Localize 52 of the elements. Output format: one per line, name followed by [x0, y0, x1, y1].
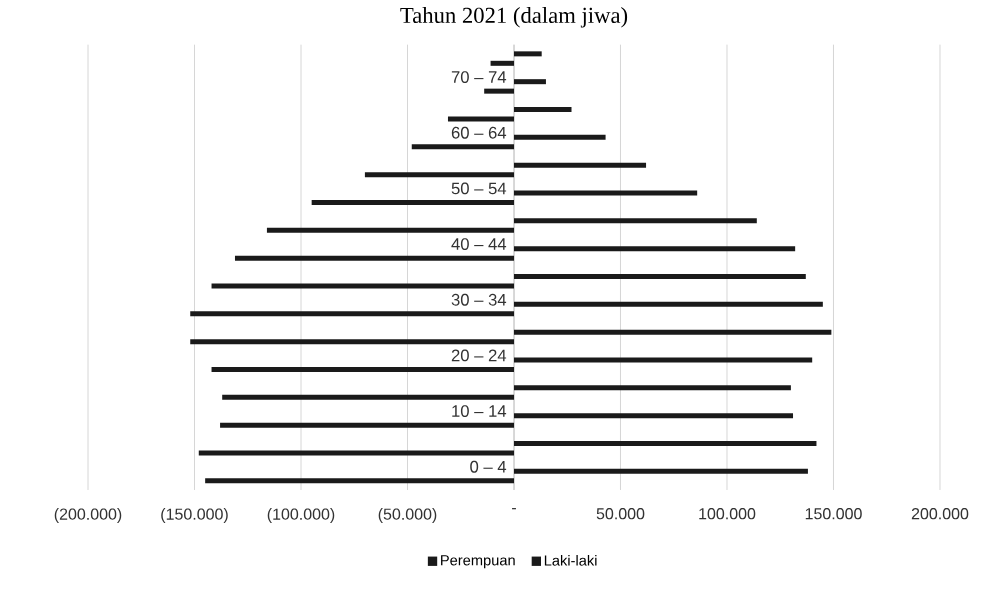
- bar: [266, 227, 514, 233]
- bar: [514, 274, 806, 280]
- y-tick-label: 50 – 54: [451, 182, 507, 195]
- bar: [514, 441, 817, 447]
- y-tick-label: 20 – 24: [451, 349, 507, 362]
- x-tick-label: (200.000): [54, 508, 122, 523]
- bar: [220, 422, 514, 428]
- x-tick-label: (150.000): [161, 508, 228, 523]
- x-tick-label: (50.000): [378, 508, 437, 523]
- chart-title: Tahun 2021 (dalam jiwa): [400, 7, 628, 28]
- x-tick-label: (100.000): [267, 508, 335, 523]
- bar: [211, 283, 514, 289]
- x-tick-label: 100.000: [699, 508, 756, 520]
- bar: [222, 394, 514, 400]
- bar: [211, 366, 514, 372]
- bar: [514, 134, 606, 140]
- bar: [514, 246, 796, 252]
- bar: [311, 199, 514, 205]
- bar: [190, 339, 514, 345]
- bar: [514, 301, 823, 307]
- bar: [484, 88, 514, 94]
- bar: [514, 107, 572, 113]
- bar: [514, 51, 542, 57]
- bar: [490, 60, 514, 66]
- bar: [364, 172, 514, 178]
- bar: [190, 311, 514, 317]
- x-tick-label: 150.000: [805, 508, 862, 520]
- y-tick-label: 40 – 44: [451, 238, 507, 250]
- bar: [514, 413, 794, 419]
- bar: [514, 385, 791, 391]
- legend-label: Perempuan: [441, 555, 515, 569]
- x-tick-label: 50.000: [596, 508, 645, 520]
- bar: [514, 468, 808, 474]
- bar: [514, 357, 813, 363]
- bar: [514, 79, 546, 85]
- y-tick-label: 30 – 34: [451, 293, 507, 306]
- y-tick-label: 60 – 64: [451, 126, 507, 139]
- bar: [205, 478, 514, 484]
- bar: [198, 450, 514, 456]
- bar: [447, 116, 514, 122]
- x-tick-label: 200.000: [911, 508, 969, 520]
- bar: [514, 218, 757, 224]
- bar: [514, 190, 698, 196]
- y-tick-label: 0 – 4: [470, 460, 507, 473]
- bar: [234, 255, 514, 261]
- y-tick-label: 10 – 14: [452, 405, 507, 417]
- bar: [514, 329, 832, 335]
- x-tick-label: -: [512, 508, 516, 510]
- bar: [411, 144, 514, 150]
- legend-label: Laki-laki: [544, 554, 597, 566]
- y-tick-label: 70 – 74: [451, 71, 507, 83]
- bar: [514, 162, 647, 168]
